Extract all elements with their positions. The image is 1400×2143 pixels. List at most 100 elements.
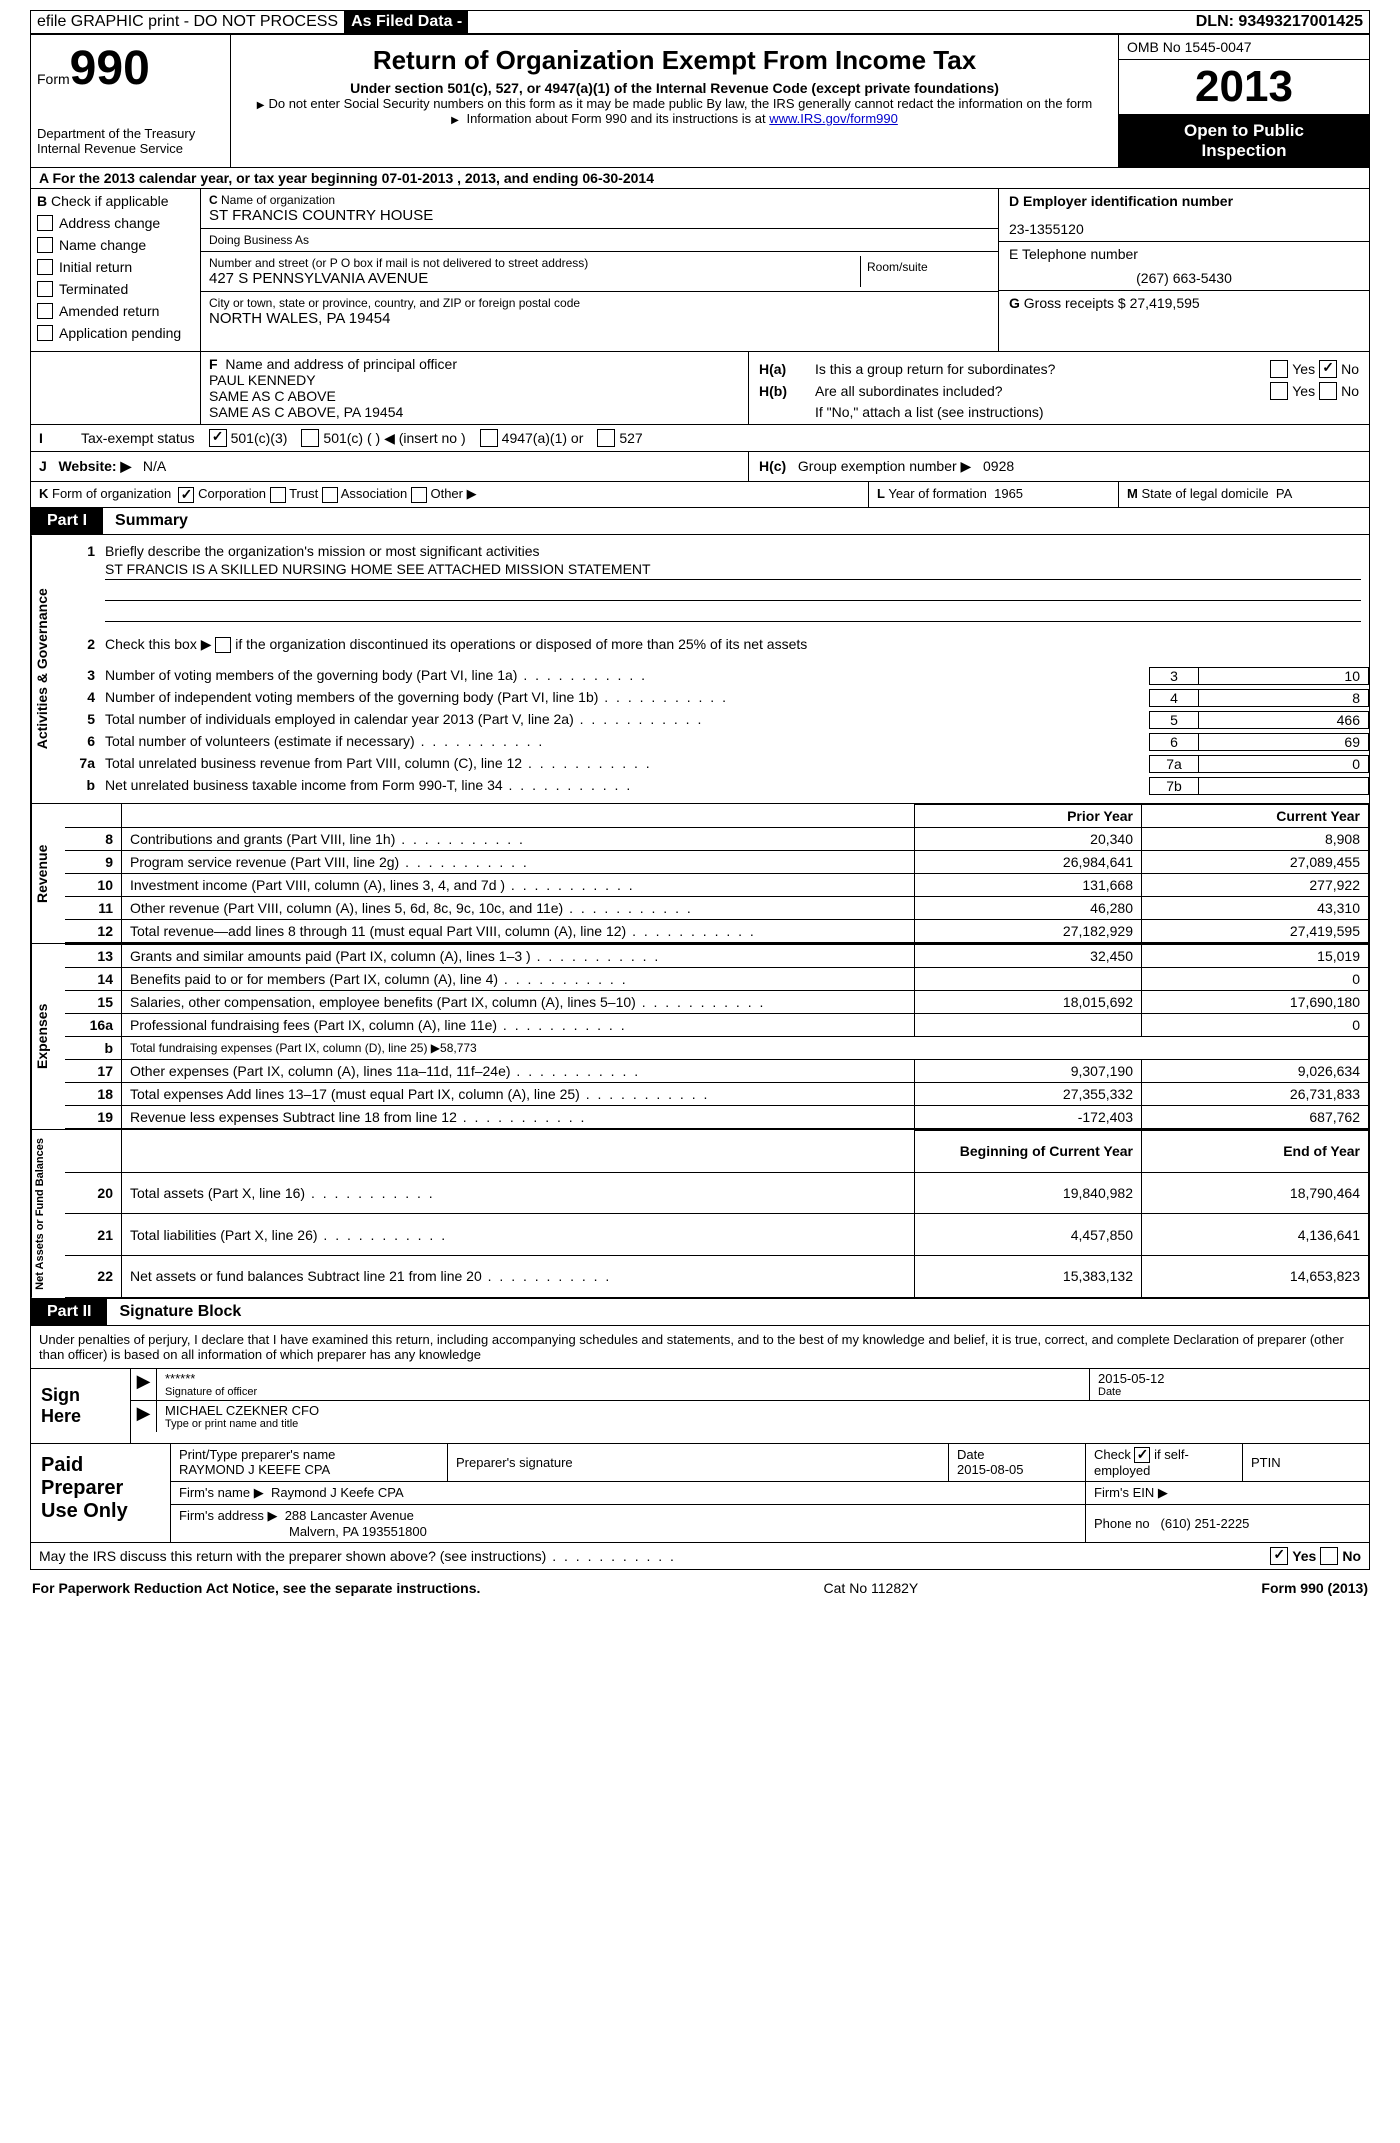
ha-text: Is this a group return for subordinates?	[815, 361, 1262, 377]
phone-value: (267) 663-5430	[1009, 262, 1359, 286]
dept-text: Department of the Treasury	[37, 126, 224, 141]
j-label: Website: ▶	[58, 458, 131, 474]
checkbox-terminated[interactable]	[37, 281, 53, 297]
row-boxnum: 7a	[1149, 755, 1199, 773]
row-val: 10	[1199, 667, 1369, 685]
blank-spacer	[31, 352, 201, 424]
row-current: 8,908	[1142, 827, 1369, 850]
part2-tag: Part II	[31, 1299, 107, 1325]
col-b-checks: B Check if applicable Address change Nam…	[31, 189, 201, 351]
discuss-no[interactable]	[1320, 1547, 1338, 1565]
g-r2-b: if the organization discontinued its ope…	[235, 636, 807, 652]
table-row: 20 Total assets (Part X, line 16) 19,840…	[65, 1172, 1369, 1214]
row-num: 4	[65, 689, 105, 707]
checkbox-amended[interactable]	[37, 303, 53, 319]
officer-addr1: SAME AS C ABOVE	[209, 388, 740, 404]
chk-501c3[interactable]	[209, 429, 227, 447]
row-num: b	[65, 1036, 122, 1059]
ha-yes-checkbox[interactable]	[1270, 360, 1288, 378]
chk-501c[interactable]	[301, 429, 319, 447]
chk-trust[interactable]	[270, 487, 286, 503]
gross-receipts: 27,419,595	[1130, 295, 1200, 311]
opt-501c: 501(c) ( ) ◀ (insert no )	[323, 430, 465, 447]
chk-4947[interactable]	[480, 429, 498, 447]
chk-discontinued[interactable]	[215, 637, 231, 653]
governance-vlabel: Activities & Governance	[31, 535, 65, 803]
f-label: F	[209, 356, 218, 372]
governance-section: Activities & Governance 1 Briefly descri…	[30, 535, 1370, 804]
p-r3c2-val: (610) 251-2225	[1161, 1516, 1250, 1531]
row-desc: Total fundraising expenses (Part IX, col…	[122, 1036, 1369, 1059]
sign-rows: ▶ ****** Signature of officer 2015-05-12…	[131, 1369, 1369, 1443]
row-current: 4,136,641	[1142, 1214, 1369, 1256]
irs-link[interactable]: www.IRS.gov/form990	[769, 111, 898, 126]
p-r1c2-lbl: Preparer's signature	[456, 1455, 940, 1470]
chk-corp[interactable]	[178, 487, 194, 503]
col-c-name-addr: C Name of organization ST FRANCIS COUNTR…	[201, 189, 999, 351]
preparer-block: Paid Preparer Use Only Print/Type prepar…	[30, 1444, 1370, 1544]
part1-header: Part I Summary	[30, 508, 1370, 535]
efile-text: efile GRAPHIC print - DO NOT PROCESS	[31, 11, 345, 33]
hc-label: H(c)	[759, 458, 786, 474]
city-val: NORTH WALES, PA 19454	[209, 310, 990, 327]
row-val: 0	[1199, 755, 1369, 773]
checkbox-name-change[interactable]	[37, 237, 53, 253]
form-note2: Information about Form 990 and its instr…	[243, 111, 1106, 126]
governance-row: 6 Total number of volunteers (estimate i…	[65, 731, 1369, 753]
ha-no-checkbox[interactable]	[1319, 360, 1337, 378]
netassets-section: Net Assets or Fund Balances Beginning of…	[30, 1130, 1370, 1299]
d-label: D	[1009, 193, 1019, 209]
check-amended: Amended return	[59, 303, 159, 319]
row-current: 43,310	[1142, 896, 1369, 919]
row-desc: Total number of individuals employed in …	[105, 711, 1149, 729]
row-num: 13	[65, 944, 122, 967]
m-label: M	[1127, 486, 1138, 501]
table-row: 21 Total liabilities (Part X, line 26) 4…	[65, 1214, 1369, 1256]
row-desc: Number of voting members of the governin…	[105, 667, 1149, 685]
discuss-yes[interactable]	[1270, 1547, 1288, 1565]
row-current: 687,762	[1142, 1105, 1369, 1128]
checkbox-initial-return[interactable]	[37, 259, 53, 275]
row-j: J Website: ▶ N/A H(c) Group exemption nu…	[30, 452, 1370, 482]
b-label: B	[37, 193, 47, 209]
chk-527[interactable]	[597, 429, 615, 447]
hb-no-checkbox[interactable]	[1319, 382, 1337, 400]
revenue-vlabel: Revenue	[31, 804, 65, 943]
p-r3c1-val: 288 Lancaster Avenue	[285, 1508, 414, 1523]
h-column: H(a) Is this a group return for subordin…	[749, 352, 1369, 424]
hb-yes-checkbox[interactable]	[1270, 382, 1288, 400]
part2-header: Part II Signature Block	[30, 1299, 1370, 1326]
checkbox-address-change[interactable]	[37, 215, 53, 231]
row-boxnum: 7b	[1149, 777, 1199, 795]
row-prior: 131,668	[915, 873, 1142, 896]
row-num: 12	[65, 919, 122, 942]
row-num: b	[65, 777, 105, 795]
row-prior: 4,457,850	[915, 1214, 1142, 1256]
p-r1c4-a: Check	[1094, 1447, 1131, 1462]
row-current: 26,731,833	[1142, 1082, 1369, 1105]
header-center: Return of Organization Exempt From Incom…	[231, 35, 1119, 167]
p-r1c1-lbl: Print/Type preparer's name	[179, 1447, 439, 1462]
form-note1: Do not enter Social Security numbers on …	[243, 96, 1106, 111]
row-current: 0	[1142, 1013, 1369, 1036]
k-corp: Corporation	[198, 486, 266, 501]
chk-assoc[interactable]	[322, 487, 338, 503]
form-page: efile GRAPHIC print - DO NOT PROCESS As …	[0, 0, 1400, 1606]
table-row: 22 Net assets or fund balances Subtract …	[65, 1255, 1369, 1297]
row-desc: Professional fundraising fees (Part IX, …	[122, 1013, 915, 1036]
g-r2-num: 2	[65, 636, 105, 653]
row-num: 14	[65, 967, 122, 990]
ein-value: 23-1355120	[1009, 209, 1359, 237]
checkbox-pending[interactable]	[37, 325, 53, 341]
row-num: 18	[65, 1082, 122, 1105]
preparer-table: Print/Type preparer's name RAYMOND J KEE…	[171, 1444, 1369, 1543]
row-prior: 19,840,982	[915, 1172, 1142, 1214]
footer-left: For Paperwork Reduction Act Notice, see …	[32, 1580, 480, 1596]
row-val: 466	[1199, 711, 1369, 729]
row-num: 19	[65, 1105, 122, 1128]
chk-other[interactable]	[411, 487, 427, 503]
g-r1-num: 1	[65, 543, 105, 624]
governance-row: 5 Total number of individuals employed i…	[65, 709, 1369, 731]
chk-self-employed[interactable]	[1134, 1447, 1150, 1463]
row-boxnum: 3	[1149, 667, 1199, 685]
